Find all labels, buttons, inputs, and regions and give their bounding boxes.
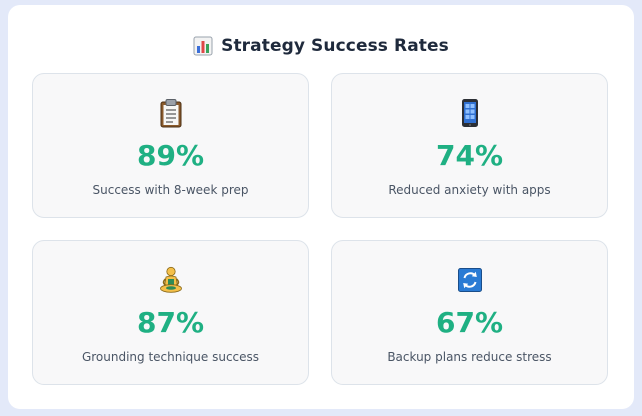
stat-label: Reduced anxiety with apps — [388, 183, 551, 197]
stat-value: 67% — [435, 306, 504, 339]
clipboard-icon — [160, 99, 181, 128]
stat-card-grounding: 87% Grounding technique success — [32, 240, 309, 385]
strategy-panel: Strategy Success Rates 89% Success with … — [8, 5, 634, 409]
stat-value: 89% — [136, 139, 205, 172]
refresh-icon — [457, 268, 482, 292]
meditation-icon — [159, 266, 182, 293]
stat-label: Backup plans reduce stress — [387, 350, 552, 364]
stat-value: 87% — [136, 306, 205, 339]
mobile-phone-icon — [461, 99, 478, 127]
stat-card-apps: 74% Reduced anxiety with apps — [331, 73, 608, 218]
bar-chart-icon — [193, 36, 213, 56]
stat-value: 74% — [435, 139, 504, 172]
page-title: Strategy Success Rates — [221, 36, 449, 56]
stat-card-backup: 67% Backup plans reduce stress — [331, 240, 608, 385]
stat-card-prep: 89% Success with 8-week prep — [32, 73, 309, 218]
stat-label: Success with 8-week prep — [92, 183, 249, 197]
panel-header: Strategy Success Rates — [8, 33, 634, 59]
stat-label: Grounding technique success — [81, 350, 260, 364]
